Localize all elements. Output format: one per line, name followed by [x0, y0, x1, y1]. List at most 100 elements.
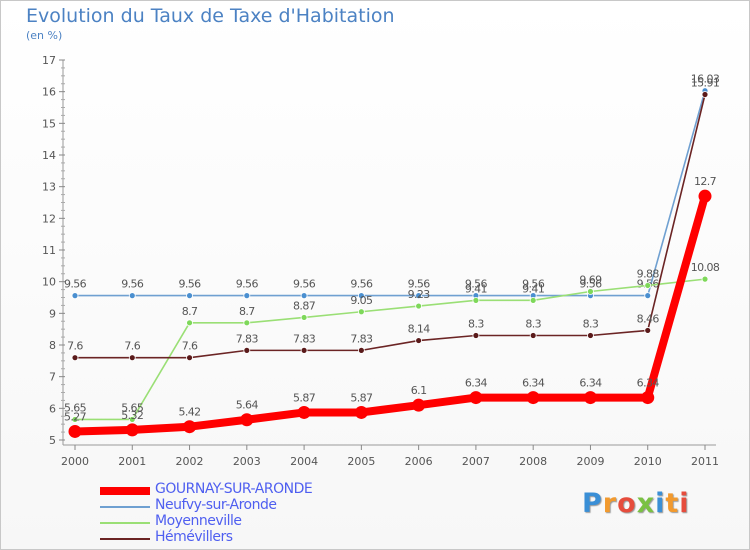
data-label-moyenneville: 9.05 [350, 294, 373, 307]
data-label-hemevillers: 7.83 [350, 332, 373, 345]
data-point-gournay-sur-aronde [240, 413, 254, 427]
data-point-neufvy-sur-aronde [644, 292, 652, 300]
data-label-gournay-sur-aronde: 12.7 [694, 175, 717, 188]
y-tick-label: 5 [49, 434, 56, 447]
data-label-neufvy-sur-aronde: 9.56 [465, 278, 488, 291]
data-label-hemevillers: 7.6 [67, 340, 83, 353]
x-tick-label: 2011 [691, 455, 719, 468]
data-label-gournay-sur-aronde: 5.32 [121, 409, 143, 422]
data-point-hemevillers [300, 346, 308, 354]
series-line-gournay-sur-aronde [71, 192, 709, 436]
legend-swatch [100, 487, 150, 495]
brand-letter: i [679, 488, 690, 519]
brand-letter: x [636, 488, 656, 519]
data-point-moyenneville [644, 282, 652, 289]
data-point-neufvy-sur-aronde [243, 292, 251, 300]
data-label-moyenneville: 9.41 [522, 282, 544, 295]
data-point-hemevillers [128, 354, 136, 362]
unit-label: (en %) [26, 29, 63, 42]
y-tick-label: 13 [42, 181, 56, 194]
y-tick-label: 16 [42, 86, 56, 99]
brand-letter: i [655, 488, 666, 519]
data-label-moyenneville: 9.41 [465, 282, 487, 295]
data-label-gournay-sur-aronde: 6.34 [637, 377, 660, 390]
data-label-moyenneville: 8.87 [293, 299, 316, 312]
brand-letter: P [582, 488, 603, 519]
legend-label: Moyenneville [155, 513, 242, 529]
data-label-neufvy-sur-aronde: 9.56 [121, 278, 144, 291]
data-label-hemevillers: 7.83 [293, 332, 316, 345]
data-label-hemevillers: 7.6 [182, 340, 198, 353]
data-point-hemevillers [243, 346, 251, 354]
series-line-neufvy-sur-aronde [74, 89, 706, 297]
data-label-moyenneville: 10.08 [691, 261, 720, 274]
data-label-gournay-sur-aronde: 5.42 [178, 406, 200, 419]
data-point-hemevillers [472, 332, 480, 339]
data-label-hemevillers: 8.3 [525, 318, 541, 331]
y-tick-label: 11 [42, 244, 56, 257]
data-point-gournay-sur-aronde [354, 405, 368, 419]
data-point-hemevillers [357, 346, 365, 354]
data-point-moyenneville [701, 275, 709, 283]
data-label-gournay-sur-aronde: 5.64 [236, 399, 259, 412]
data-label-neufvy-sur-aronde: 9.56 [579, 278, 602, 291]
x-tick-label: 2001 [118, 455, 146, 468]
data-label-moyenneville: 5.65 [121, 401, 144, 414]
brand-logo: Proxiti [582, 488, 690, 519]
data-label-gournay-sur-aronde: 6.1 [411, 384, 427, 397]
data-point-neufvy-sur-aronde [300, 292, 308, 300]
data-point-moyenneville [243, 319, 251, 327]
y-tick-label: 8 [49, 339, 56, 352]
y-tick-label: 6 [49, 402, 56, 415]
brand-letter: r [602, 488, 618, 519]
data-label-gournay-sur-aronde: 6.34 [579, 377, 602, 390]
data-label-hemevillers: 8.14 [408, 323, 431, 336]
data-point-moyenneville [357, 308, 365, 316]
legend-swatch [100, 522, 150, 524]
x-tick-label: 2009 [576, 455, 604, 468]
data-label-hemevillers: 15.91 [691, 77, 720, 90]
x-tick-label: 2010 [634, 455, 662, 468]
brand-letter: o [617, 488, 637, 519]
x-tick-label: 2007 [462, 455, 490, 468]
data-point-moyenneville [472, 296, 480, 304]
data-point-gournay-sur-aronde [125, 423, 139, 437]
legend-label: GOURNAY-SUR-ARONDE [155, 481, 313, 497]
data-label-neufvy-sur-aronde: 9.56 [350, 278, 373, 291]
y-tick-label: 7 [49, 371, 56, 384]
data-point-hemevillers [71, 354, 79, 362]
legend-swatch [100, 538, 150, 540]
data-point-hemevillers [186, 354, 193, 362]
data-point-hemevillers [644, 327, 652, 334]
data-point-moyenneville [186, 319, 193, 327]
data-point-gournay-sur-aronde [526, 391, 540, 405]
data-point-moyenneville [128, 416, 136, 423]
data-label-neufvy-sur-aronde: 9.56 [178, 278, 201, 291]
data-point-hemevillers [529, 332, 537, 339]
y-tick-label: 12 [42, 212, 56, 225]
series-line-moyenneville [74, 278, 706, 421]
data-point-neufvy-sur-aronde [71, 292, 79, 300]
x-tick-label: 2003 [233, 455, 261, 468]
data-point-hemevillers [701, 91, 709, 98]
chart-title: Evolution du Taux de Taxe d'Habitation [26, 5, 395, 27]
y-tick-label: 9 [49, 307, 56, 320]
brand-letter: t [665, 488, 680, 519]
data-label-moyenneville: 5.65 [64, 401, 87, 414]
data-label-neufvy-sur-aronde: 9.56 [64, 278, 87, 291]
legend-label: Hémévillers [155, 529, 233, 545]
x-tick-label: 2000 [61, 455, 89, 468]
y-tick-label: 10 [42, 276, 56, 289]
data-label-hemevillers: 8.3 [468, 318, 484, 331]
data-point-gournay-sur-aronde [641, 391, 655, 405]
data-label-gournay-sur-aronde: 6.34 [465, 377, 488, 390]
data-point-gournay-sur-aronde [698, 189, 712, 203]
x-tick-label: 2002 [176, 455, 204, 468]
series-line-hemevillers [74, 93, 706, 359]
x-tick-label: 2004 [290, 455, 318, 468]
data-label-hemevillers: 7.6 [124, 340, 140, 353]
data-label-gournay-sur-aronde: 5.27 [64, 410, 87, 423]
data-point-neufvy-sur-aronde [415, 292, 423, 300]
data-label-neufvy-sur-aronde: 9.56 [522, 278, 545, 291]
